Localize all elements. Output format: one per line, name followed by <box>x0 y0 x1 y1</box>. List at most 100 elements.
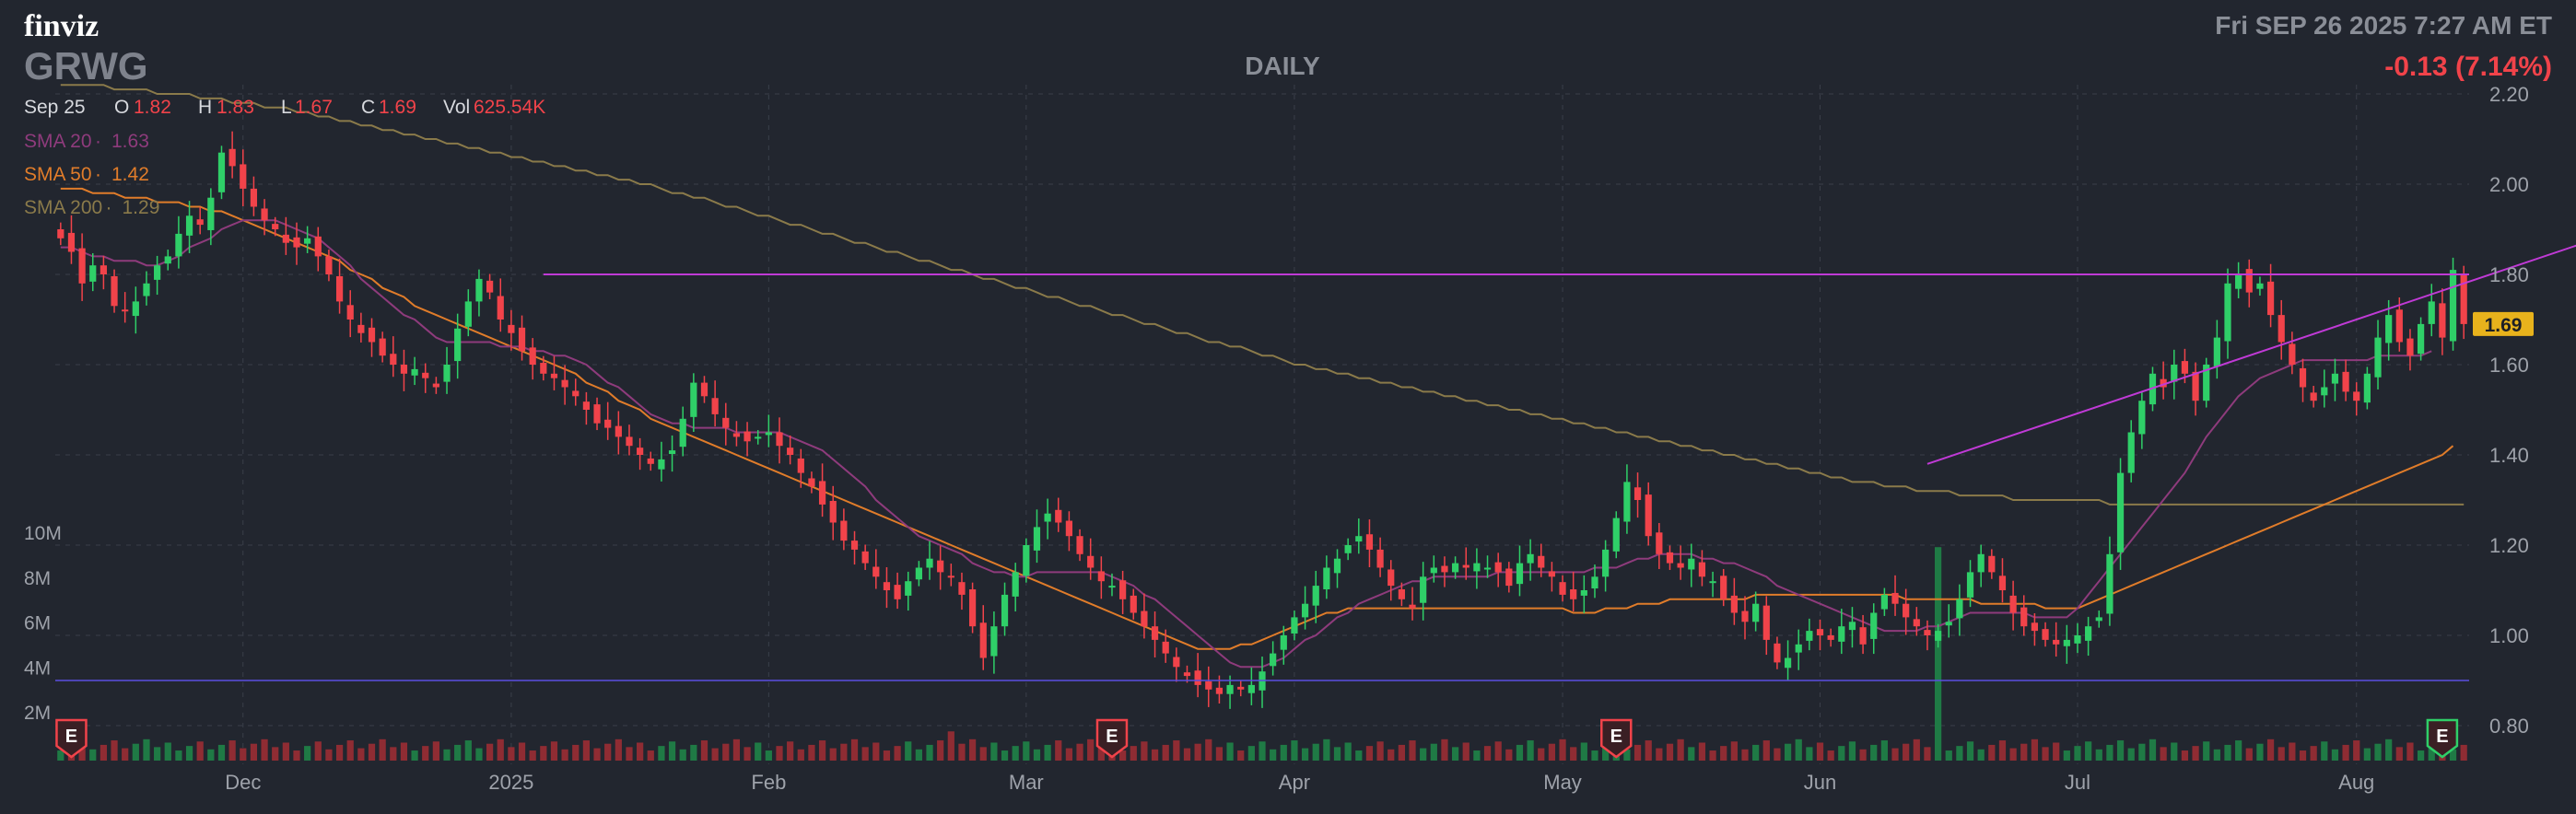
candlesticks <box>57 131 2467 709</box>
candle-body <box>2363 373 2371 403</box>
candle-body <box>1344 545 1352 553</box>
open-value: 1.82 <box>134 97 171 118</box>
candle-body <box>335 275 344 302</box>
volume-bar <box>443 749 451 761</box>
volume-bar <box>1956 746 1963 761</box>
candle-body <box>2245 269 2253 293</box>
volume-bar <box>1291 740 1298 761</box>
volume-bar <box>1945 750 1952 761</box>
volume-bar <box>1055 740 1062 761</box>
candle-body <box>272 224 279 229</box>
volume-bar <box>968 738 977 761</box>
candle-body <box>926 558 933 568</box>
volume-bar <box>550 741 558 761</box>
volume-bar <box>2395 747 2403 761</box>
volume-bar <box>937 740 944 761</box>
volume-bar <box>2042 747 2049 761</box>
candle-body <box>2074 635 2081 644</box>
volume-bar <box>1441 738 1448 761</box>
candle-body <box>475 278 483 302</box>
candle-body <box>732 433 741 437</box>
candle-body <box>1720 576 1727 599</box>
volume-bar <box>100 744 108 761</box>
timeframe-label[interactable]: DAILY <box>1245 52 1320 80</box>
earnings-marker[interactable]: E <box>55 718 88 759</box>
legend-separator: · <box>95 131 101 152</box>
candle-body <box>1183 672 1191 677</box>
candle-body <box>776 432 783 447</box>
candle-body <box>1934 631 1942 641</box>
volume-bar <box>2149 738 2157 761</box>
candle-body <box>1087 555 1095 568</box>
volume-bar <box>883 750 891 761</box>
candle-body <box>818 481 826 505</box>
earnings-marker[interactable]: E <box>2426 718 2459 759</box>
candle-body <box>1044 513 1051 522</box>
volume-bar <box>2106 744 2113 761</box>
candle-body <box>1247 684 1255 693</box>
candle-body <box>1441 565 1448 573</box>
volume-bar <box>250 743 258 761</box>
y-tick-label: 1.60 <box>2489 354 2529 377</box>
volume-bar <box>1398 744 1405 761</box>
volume-bar <box>518 742 526 761</box>
candle-body <box>2031 622 2039 632</box>
last-price-label: 1.69 <box>2485 315 2523 336</box>
candle-body <box>2181 361 2189 374</box>
volume-bar <box>2138 743 2146 761</box>
earnings-label: E <box>65 727 77 747</box>
candle-body <box>1688 558 1695 570</box>
volume-bar <box>776 746 783 761</box>
earnings-marker[interactable]: E <box>1095 718 1129 759</box>
volume-bar <box>861 747 869 761</box>
candle-body <box>390 354 397 365</box>
candle-body <box>1730 595 1738 613</box>
legend-separator: · <box>106 197 112 218</box>
candle-body <box>1548 571 1556 577</box>
candle-body <box>1666 552 1674 564</box>
candle-body <box>464 301 472 327</box>
candle-body <box>1570 589 1577 599</box>
candle-body <box>1505 568 1513 587</box>
candle-body <box>1859 627 1867 645</box>
volume-bar <box>1677 738 1684 761</box>
candle-body <box>314 236 322 257</box>
candle-body <box>357 324 365 333</box>
volume-bar <box>1934 547 1942 761</box>
volume-bar <box>1494 741 1502 761</box>
volume-bar <box>1247 746 1255 761</box>
volume-bar <box>1688 747 1695 761</box>
candle-body <box>2009 595 2017 613</box>
candle-body <box>454 328 462 362</box>
volume-bar <box>390 747 397 761</box>
candle-body <box>1795 644 1802 653</box>
candle-body <box>968 589 977 627</box>
candle-body <box>1913 619 1920 627</box>
volume-bar <box>325 749 333 761</box>
volume-bar <box>1355 750 1363 761</box>
volume-bar <box>1151 749 1159 761</box>
candle-body <box>164 256 171 264</box>
brand-logo[interactable]: finviz <box>24 9 99 43</box>
volume-bar <box>2235 740 2242 761</box>
legend-label: SMA 20 <box>24 131 92 152</box>
earnings-badge <box>2426 718 2459 759</box>
candle-body <box>518 327 526 352</box>
candle-body <box>2439 303 2446 338</box>
candle-body <box>540 363 547 374</box>
x-tick-label: Apr <box>1279 771 1310 794</box>
volume-bar <box>604 743 612 761</box>
candle-body <box>111 275 118 307</box>
candle-body <box>604 419 612 428</box>
candle-body <box>947 576 954 578</box>
volume-tick-label: 4M <box>24 657 51 679</box>
volume-bar <box>1430 743 1437 761</box>
earnings-marker[interactable]: E <box>1600 718 1633 759</box>
volume-bar <box>1462 742 1469 761</box>
candle-body <box>1108 586 1116 588</box>
volume-bar <box>111 740 118 761</box>
legend-value: 1.63 <box>111 131 149 152</box>
candle-body <box>1945 622 1952 626</box>
